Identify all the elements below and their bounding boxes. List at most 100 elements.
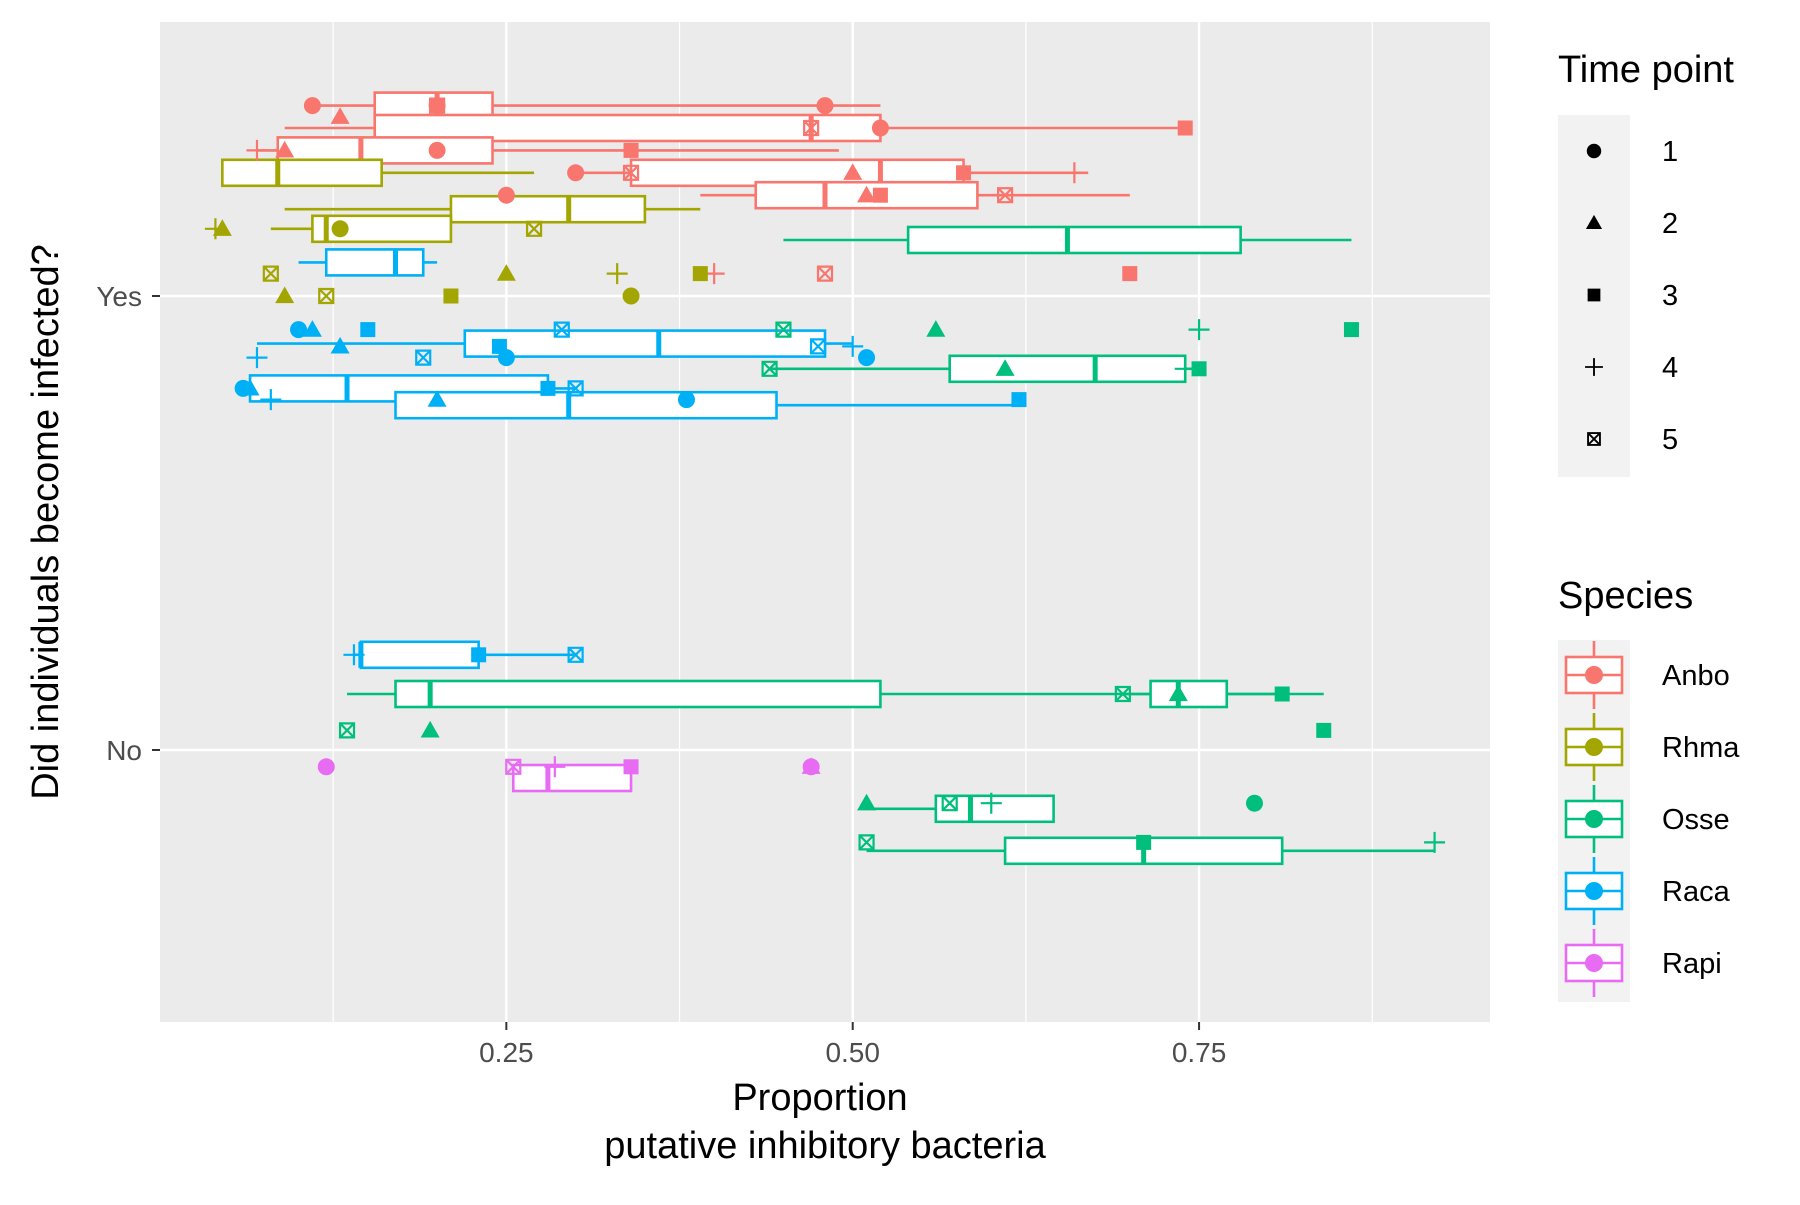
data-point-anbo — [275, 140, 295, 158]
x-axis-title-line2: putative inhibitory bacteria — [604, 1125, 1046, 1167]
legend-species-key — [1564, 785, 1624, 853]
legend-key-point — [1585, 882, 1603, 900]
data-point-raca — [567, 380, 584, 397]
boxplot-osse — [783, 225, 1352, 255]
y-tick-label: No — [106, 735, 142, 766]
boxplot-raca — [298, 248, 438, 277]
data-point-osse — [1168, 684, 1188, 702]
data-point-rhma — [262, 265, 279, 282]
legend-species-label: Raca — [1662, 876, 1731, 908]
boxplot-rhma — [221, 158, 535, 188]
data-point-anbo — [1122, 266, 1138, 282]
legend-species-label: Anbo — [1662, 660, 1730, 692]
x-tick-label: 0.25 — [479, 1037, 534, 1068]
data-point-anbo — [871, 119, 889, 137]
box-body — [394, 390, 778, 420]
boxplot-rhma — [284, 194, 701, 224]
data-point-osse — [1316, 722, 1332, 738]
data-point-raca — [290, 321, 308, 339]
boxplot-osse — [769, 354, 1200, 384]
legend-time-key — [1585, 358, 1603, 376]
data-point-anbo — [1177, 120, 1193, 136]
box-body — [221, 158, 383, 188]
data-point-rhma — [275, 286, 295, 304]
data-point-anbo — [497, 186, 515, 204]
box-body — [394, 679, 882, 709]
boxplot-osse — [347, 679, 1324, 709]
legend-time-label: 2 — [1662, 208, 1678, 240]
data-point-anbo — [816, 97, 834, 115]
data-point-rapi — [505, 758, 522, 775]
legend-species-label: Rhma — [1662, 732, 1740, 764]
data-point-osse — [1343, 322, 1359, 338]
boxplot-osse — [1122, 679, 1283, 709]
boxplot-raca — [394, 390, 1019, 420]
data-point-anbo — [330, 107, 350, 124]
data-point-osse — [761, 360, 778, 377]
data-point-osse — [1424, 831, 1446, 853]
data-point-rhma — [212, 219, 232, 236]
data-point-raca — [471, 647, 487, 663]
legend-species-key — [1564, 857, 1624, 925]
box-body — [463, 329, 827, 358]
data-point-rhma — [331, 220, 349, 238]
data-point-rapi — [317, 758, 335, 776]
data-point-raca — [260, 389, 282, 411]
data-point-raca — [246, 347, 268, 369]
legend-species-label: Osse — [1662, 804, 1730, 836]
data-point-raca — [302, 320, 322, 337]
data-point-rapi — [623, 759, 639, 775]
x-tick-label: 0.75 — [1172, 1037, 1227, 1068]
data-point-osse — [857, 793, 877, 811]
legend-species-title: Species — [1558, 575, 1693, 617]
data-point-raca — [240, 378, 260, 396]
data-point-anbo — [623, 142, 639, 158]
data-point-raca — [330, 336, 350, 354]
box-body — [1149, 679, 1229, 709]
data-point-anbo — [803, 119, 820, 137]
legend-species-key — [1564, 713, 1624, 781]
data-point-osse — [995, 359, 1015, 376]
box-body — [948, 354, 1187, 384]
data-point-anbo — [1063, 162, 1085, 184]
data-point-raca — [553, 321, 570, 338]
legend-species-key — [1564, 641, 1624, 709]
data-point-raca — [343, 644, 365, 666]
legend-species-key — [1564, 929, 1624, 997]
legend-species-label: Rapi — [1662, 948, 1722, 980]
data-point-osse — [941, 795, 958, 812]
data-point-raca — [415, 349, 432, 366]
legend-key-point — [1585, 738, 1603, 756]
data-point-osse — [420, 720, 440, 738]
data-point-raca — [540, 380, 556, 396]
data-point-osse — [338, 722, 356, 739]
data-point-raca — [491, 338, 507, 354]
data-point-anbo — [428, 97, 446, 114]
data-point-osse — [926, 320, 946, 337]
legend-time-key — [1587, 432, 1601, 446]
data-point-anbo — [622, 164, 640, 181]
point-layer — [204, 97, 1446, 853]
axis-layer: 0.25 0.50 0.75 No Yes — [96, 281, 1226, 1068]
data-point-rhma — [443, 288, 459, 304]
data-point-anbo — [428, 141, 446, 159]
legend-time-label: 5 — [1662, 424, 1678, 456]
data-point-osse — [1245, 794, 1263, 812]
data-point-anbo — [816, 265, 834, 282]
x-tick-label: 0.50 — [825, 1037, 880, 1068]
data-point-osse — [1191, 361, 1207, 377]
data-point-rhma — [496, 264, 516, 281]
data-point-osse — [1174, 358, 1196, 380]
legend-key-point — [1585, 810, 1603, 828]
data-point-raca — [427, 390, 447, 407]
data-point-osse — [858, 834, 875, 851]
legend-time-label: 4 — [1662, 352, 1678, 384]
data-point-osse — [980, 792, 1002, 814]
data-point-anbo — [956, 165, 972, 181]
y-axis-title: Did individuals become infected? — [25, 244, 67, 800]
data-point-raca — [677, 391, 695, 409]
data-point-anbo — [857, 185, 877, 203]
legend-time-title: Time point — [1558, 49, 1734, 91]
data-point-osse — [1114, 685, 1131, 703]
data-point-anbo — [843, 163, 863, 180]
